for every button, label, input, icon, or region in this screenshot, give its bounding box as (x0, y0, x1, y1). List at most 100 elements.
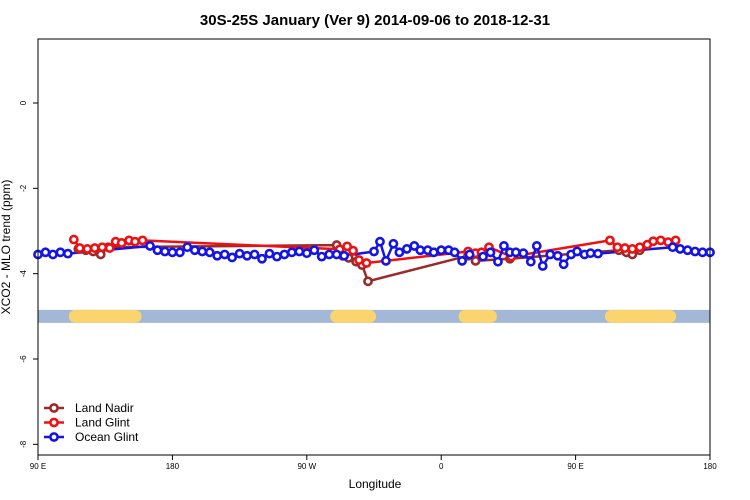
data-point (89, 243, 100, 253)
data-point (160, 246, 170, 257)
data-point (354, 255, 364, 265)
legend-label: Ocean Glint (75, 430, 139, 444)
data-point (82, 244, 93, 254)
data-point (219, 249, 230, 260)
x-tick-label: 90 W (297, 462, 316, 471)
data-point (697, 247, 708, 258)
y-tick-label: -8 (19, 440, 28, 448)
data-point (189, 245, 200, 256)
data-point (145, 241, 155, 251)
data-point (204, 247, 215, 258)
data-point (493, 256, 503, 267)
data-point (272, 251, 282, 262)
y-tick-label: 0 (19, 100, 28, 105)
data-point (249, 249, 260, 260)
x-axis: 90 E 180 90 W 0 90 E 180 (30, 455, 717, 471)
data-point (363, 276, 373, 287)
data-point (394, 247, 405, 258)
y-tick-label: -6 (19, 355, 28, 363)
chart-title: 30S-25S January (Ver 9) 2014-09-06 to 20… (200, 12, 550, 29)
data-point (40, 247, 51, 258)
data-point (294, 246, 305, 257)
data-point (227, 252, 238, 263)
data-point (627, 244, 638, 254)
data-point (286, 247, 297, 258)
data-point (525, 256, 536, 267)
data-point (572, 246, 582, 257)
data-point (499, 241, 509, 251)
data-point (478, 251, 488, 262)
legend-marker (49, 432, 59, 442)
data-point (401, 244, 412, 254)
data-point (605, 235, 615, 246)
data-point (510, 247, 521, 258)
data-point (234, 248, 245, 259)
data-point (324, 249, 335, 260)
y-tick-label: -4 (19, 270, 28, 278)
data-point (301, 248, 312, 259)
data-point (531, 241, 542, 251)
data-point (470, 255, 481, 266)
data-point (48, 249, 58, 260)
data-point (655, 235, 666, 246)
data-point (331, 249, 342, 260)
data-point (648, 236, 659, 247)
data-point (212, 250, 223, 261)
data-point (74, 243, 85, 253)
data-point (558, 259, 569, 270)
data-point (449, 247, 460, 258)
plot-frame (37, 38, 711, 456)
data-point (552, 250, 563, 261)
data-point (415, 245, 426, 256)
data-point (545, 249, 556, 260)
x-axis-label: Longitude (349, 477, 402, 491)
data-point (257, 253, 267, 264)
y-tick-label: -2 (19, 184, 28, 192)
data-point (585, 248, 596, 259)
data-point (634, 242, 645, 253)
x-tick-label: 90 E (567, 462, 583, 471)
data-point (464, 249, 475, 260)
x-tick-label: 180 (703, 462, 717, 471)
data-point (130, 236, 140, 247)
data-point (361, 258, 372, 268)
data-point (316, 251, 327, 262)
data-point (97, 242, 108, 253)
data-point (68, 234, 79, 245)
data-point (537, 261, 548, 271)
data-point (182, 242, 193, 253)
y-axis-label: XCO2 - MLO trend (ppm) (0, 180, 13, 315)
data-point (388, 238, 399, 249)
data-point (375, 236, 385, 247)
data-point (436, 245, 447, 256)
data-point (116, 238, 127, 248)
data-point (457, 255, 468, 266)
data-point (682, 245, 693, 256)
data-point (242, 250, 252, 261)
legend-marker (49, 417, 59, 428)
data-point (197, 246, 208, 257)
data-point (593, 248, 603, 259)
data-point (62, 248, 73, 259)
data-point (167, 247, 178, 258)
data-point (667, 242, 678, 253)
x-tick-label: 0 (439, 462, 444, 471)
data-point (174, 247, 185, 258)
data-point (369, 246, 379, 257)
legend-label: Land Nadir (75, 401, 134, 415)
data-point (381, 255, 391, 266)
data-point (675, 244, 686, 254)
x-tick-label: 180 (166, 462, 180, 471)
data-point (612, 242, 623, 253)
data-point (348, 245, 358, 256)
data-point (309, 245, 320, 256)
data-point (690, 246, 700, 257)
legend-marker (49, 403, 59, 413)
data-point (279, 249, 290, 260)
data-point (619, 243, 630, 253)
data-point (104, 243, 115, 253)
data-point (137, 235, 148, 246)
data-point (152, 245, 163, 256)
data-point (485, 247, 496, 258)
